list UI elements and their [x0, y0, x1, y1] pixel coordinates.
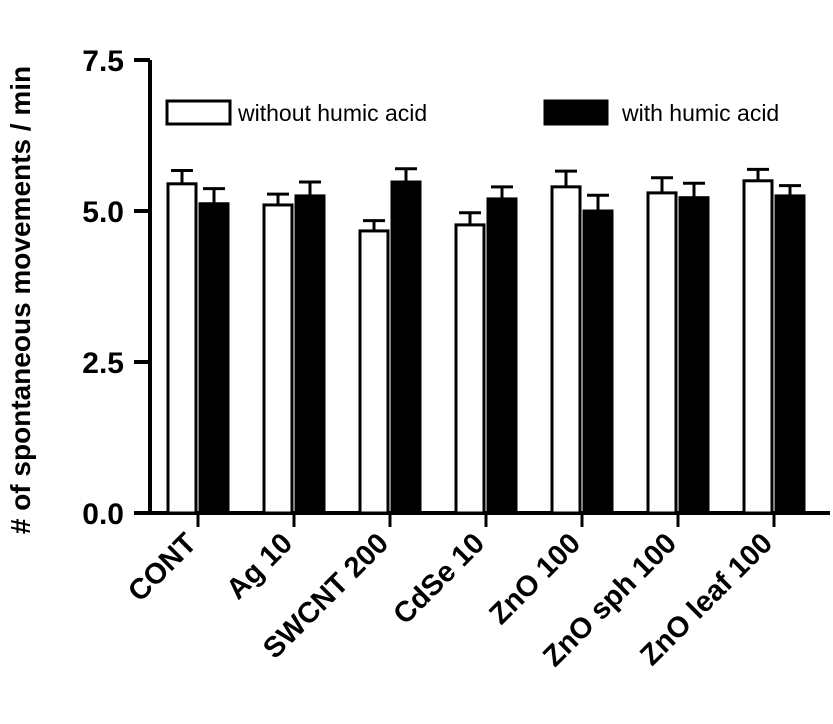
bar-with-humic-acid — [198, 202, 230, 515]
y-ticks: 0.0 2.5 5.0 7.5 — [82, 45, 150, 531]
x-tick-label: CONT — [122, 527, 203, 608]
bar-without-humic-acid — [358, 229, 390, 515]
y-axis-title: # of spontaneous movements / min — [5, 66, 36, 534]
bar-without-humic-acid — [742, 179, 774, 515]
bar-with-humic-acid — [774, 194, 806, 515]
x-tick-label: Ag 10 — [220, 527, 298, 605]
legend-swatch-with-humic-acid — [543, 99, 609, 126]
bars — [166, 167, 806, 515]
bar-with-humic-acid — [582, 209, 614, 515]
y-tick-label: 2.5 — [82, 347, 124, 380]
legend-swatch-without-humic-acid — [165, 99, 232, 126]
legend-label-with-humic-acid: with humic acid — [621, 100, 779, 126]
bar-without-humic-acid — [646, 191, 678, 515]
bar-with-humic-acid — [294, 194, 326, 515]
bar-without-humic-acid — [550, 185, 582, 515]
bar-with-humic-acid — [390, 180, 422, 515]
bar-with-humic-acid — [678, 196, 710, 515]
bar-without-humic-acid — [262, 203, 294, 515]
x-tick-label: CdSe 10 — [387, 527, 491, 631]
y-tick-label: 0.0 — [82, 498, 124, 531]
legend-label-without-humic-acid: without humic acid — [237, 100, 427, 126]
bar-with-humic-acid — [486, 197, 518, 515]
y-tick-label: 5.0 — [82, 196, 124, 229]
y-tick-label: 7.5 — [82, 45, 124, 78]
bar-without-humic-acid — [166, 182, 198, 515]
bar-without-humic-acid — [454, 223, 486, 515]
legend: without humic acid with humic acid — [165, 99, 779, 126]
